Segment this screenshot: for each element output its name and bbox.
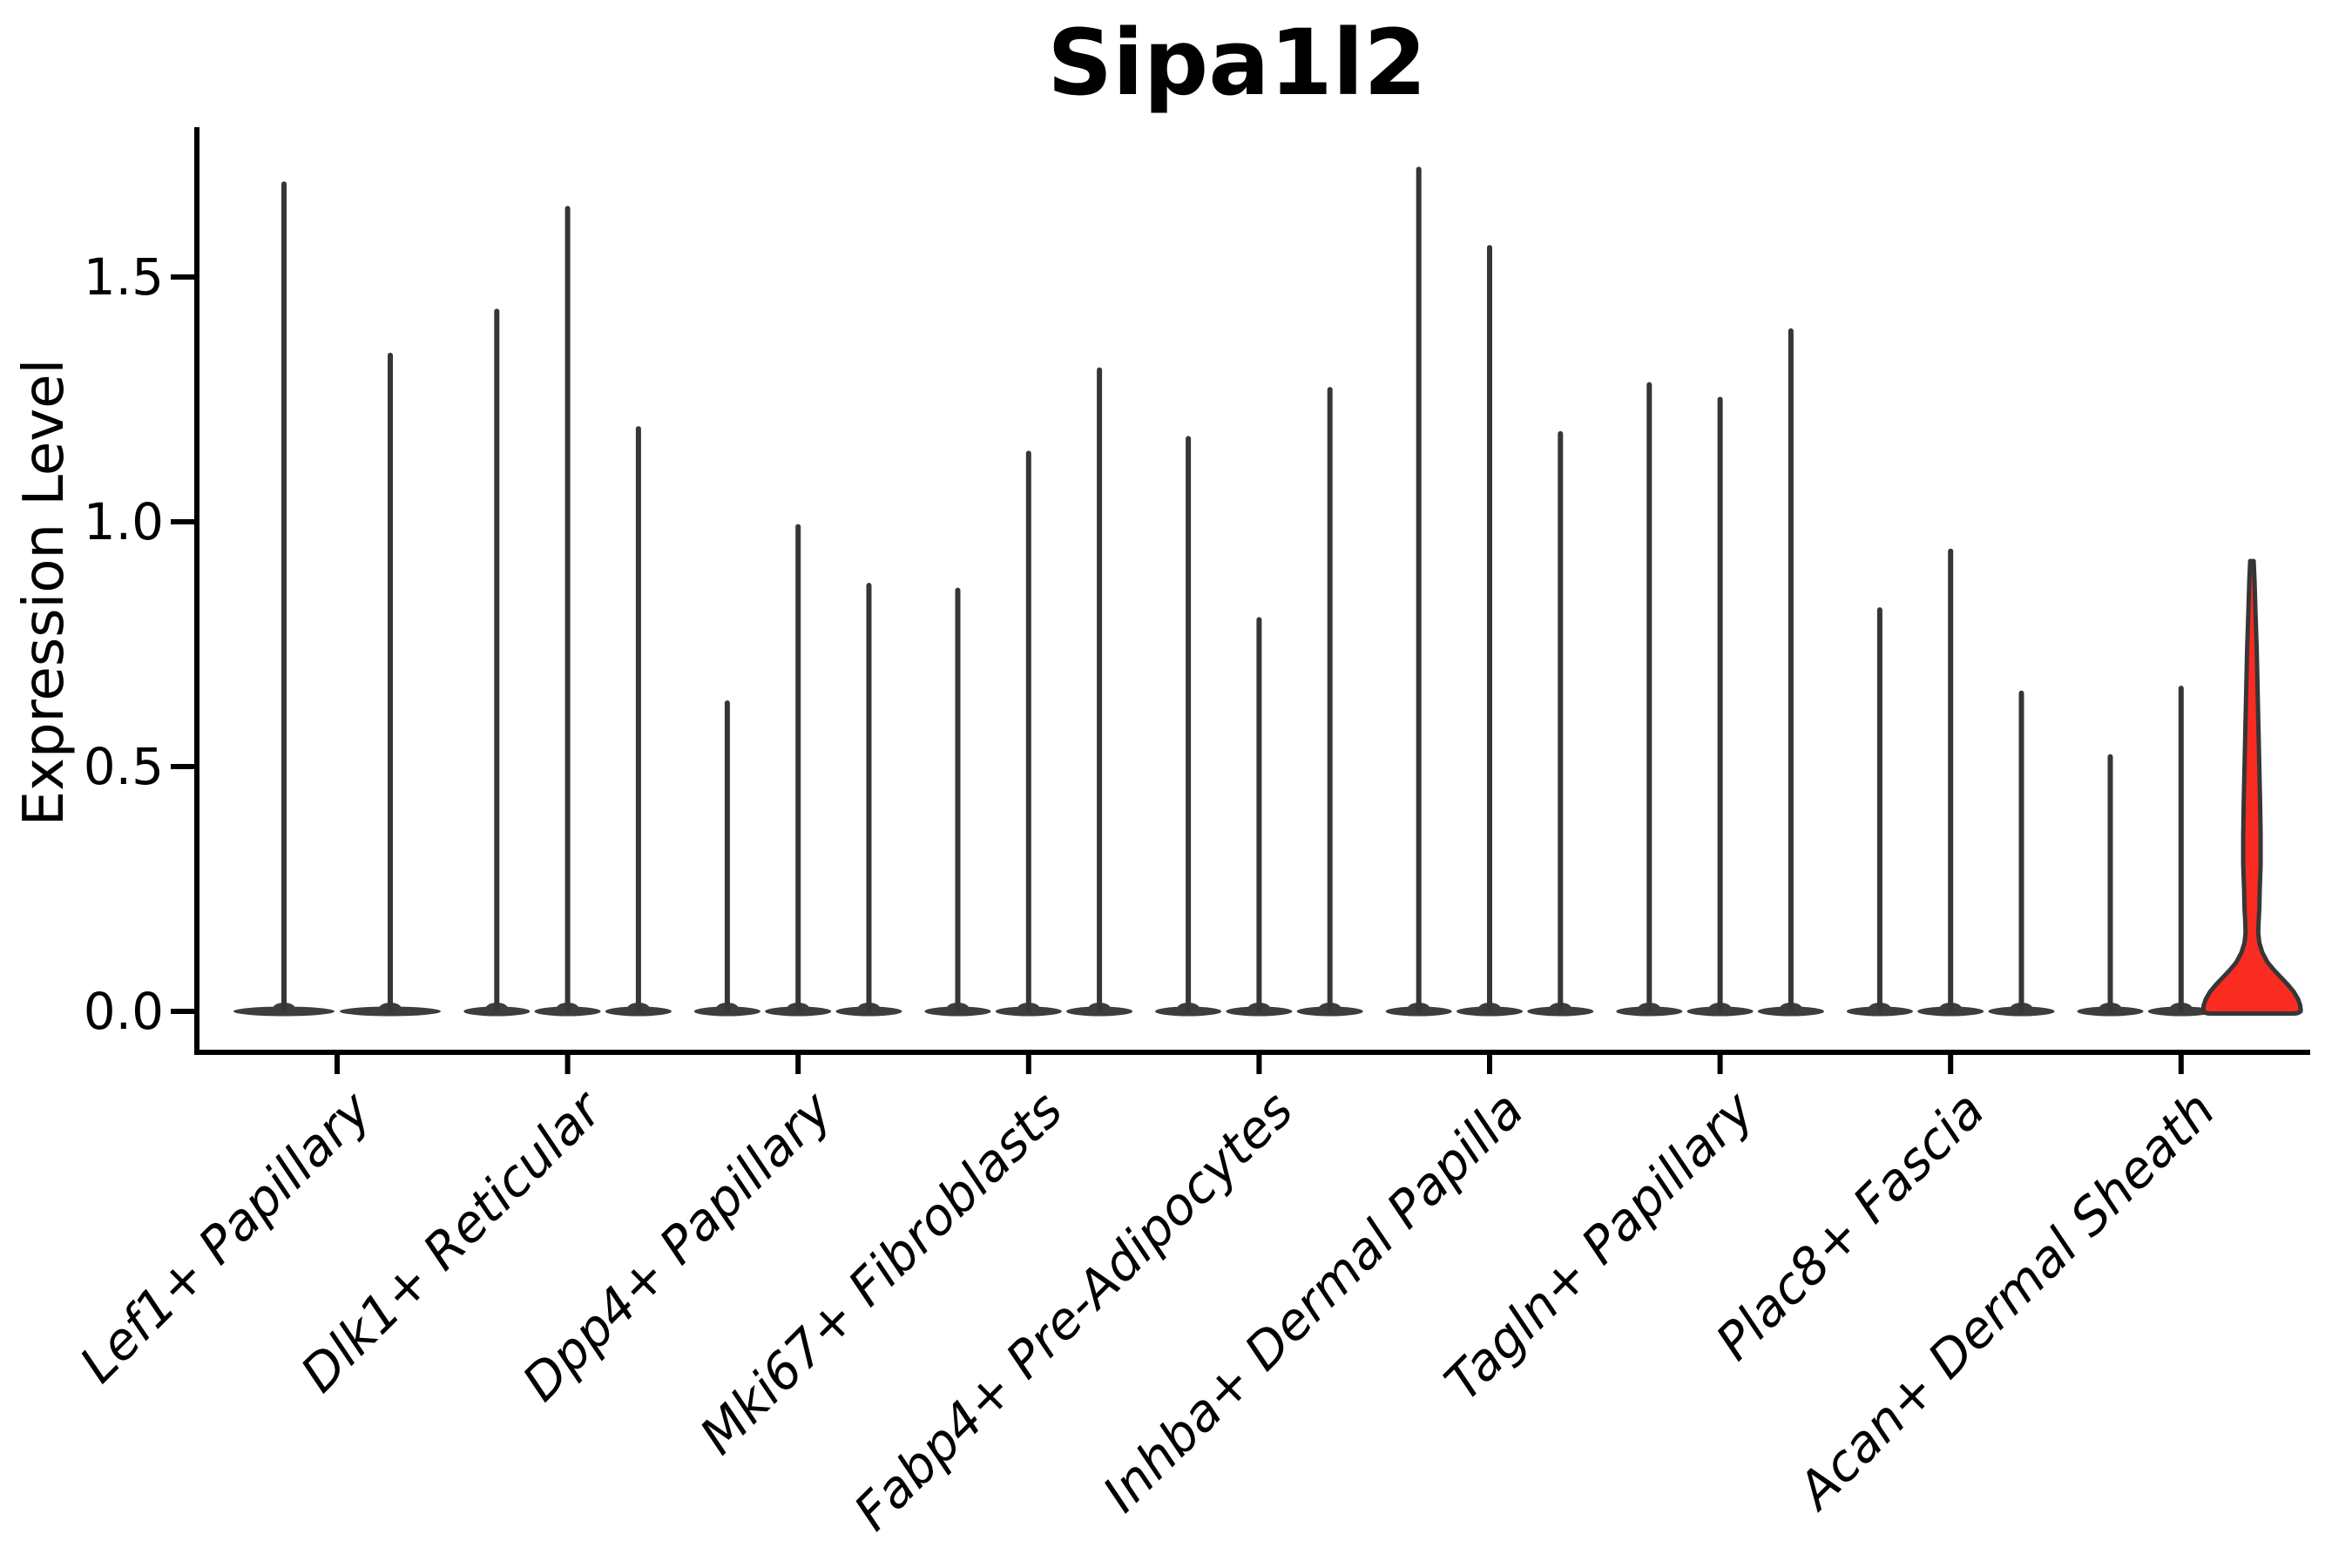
chart-title: Sipa1l2	[1047, 10, 1427, 116]
violins-layer	[233, 166, 2303, 1017]
highlighted-violin	[2200, 558, 2303, 1016]
y-tick-label: 1.0	[84, 492, 164, 551]
y-tick-label: 0.0	[84, 982, 164, 1041]
y-tick-label: 1.5	[84, 247, 164, 307]
y-tick-label: 0.5	[84, 737, 164, 796]
y-axis-label: Expression Level	[12, 359, 77, 827]
axes-layer: 0.0 0.5 1.0 1.5	[84, 127, 2310, 1074]
